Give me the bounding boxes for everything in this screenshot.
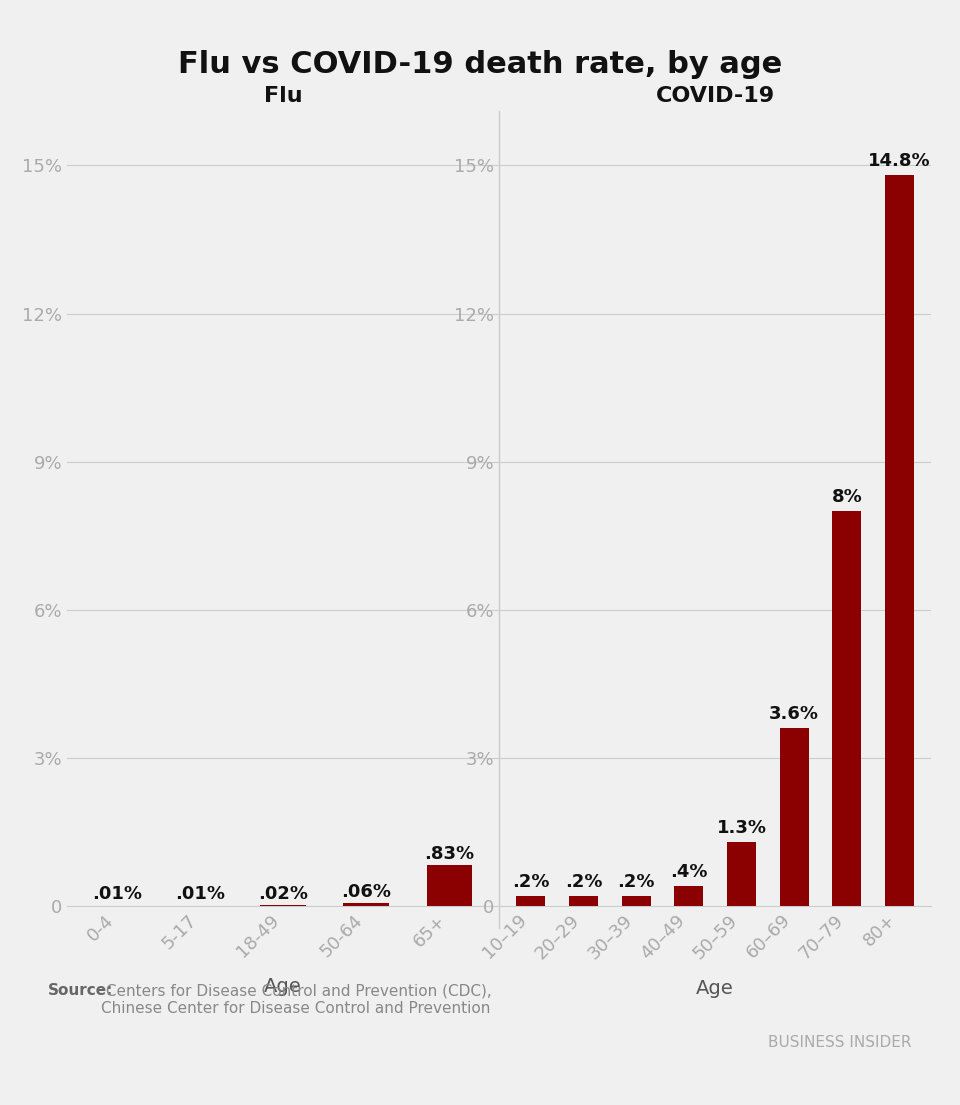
Text: 14.8%: 14.8% [868, 152, 931, 170]
Text: .2%: .2% [617, 873, 655, 892]
Bar [426, 865, 472, 906]
Bar [727, 842, 756, 906]
Text: .4%: .4% [670, 863, 708, 882]
Text: 3.6%: 3.6% [769, 705, 819, 724]
Bar [622, 896, 651, 906]
Text: .02%: .02% [258, 885, 308, 903]
Text: .01%: .01% [175, 885, 226, 903]
Text: Centers for Disease Control and Prevention (CDC),
Chinese Center for Disease Con: Centers for Disease Control and Preventi… [101, 983, 492, 1015]
Text: .2%: .2% [512, 873, 549, 892]
Text: 1.3%: 1.3% [716, 819, 766, 836]
Text: .06%: .06% [341, 883, 392, 901]
Bar [569, 896, 598, 906]
Bar [885, 176, 914, 906]
Title: Flu: Flu [264, 86, 302, 106]
X-axis label: Age: Age [264, 977, 302, 997]
Text: .01%: .01% [92, 885, 142, 903]
Text: Source:: Source: [48, 983, 113, 999]
Text: .83%: .83% [424, 844, 474, 863]
Bar [832, 511, 861, 906]
Bar [780, 728, 808, 906]
Title: COVID-19: COVID-19 [656, 86, 775, 106]
Text: BUSINESS INSIDER: BUSINESS INSIDER [769, 1034, 912, 1050]
X-axis label: Age: Age [696, 979, 734, 998]
Bar [674, 886, 704, 906]
Text: .2%: .2% [564, 873, 602, 892]
Text: 8%: 8% [831, 488, 862, 506]
Bar [516, 896, 545, 906]
Text: Flu vs COVID-19 death rate, by age: Flu vs COVID-19 death rate, by age [178, 50, 782, 78]
Bar [344, 903, 389, 906]
